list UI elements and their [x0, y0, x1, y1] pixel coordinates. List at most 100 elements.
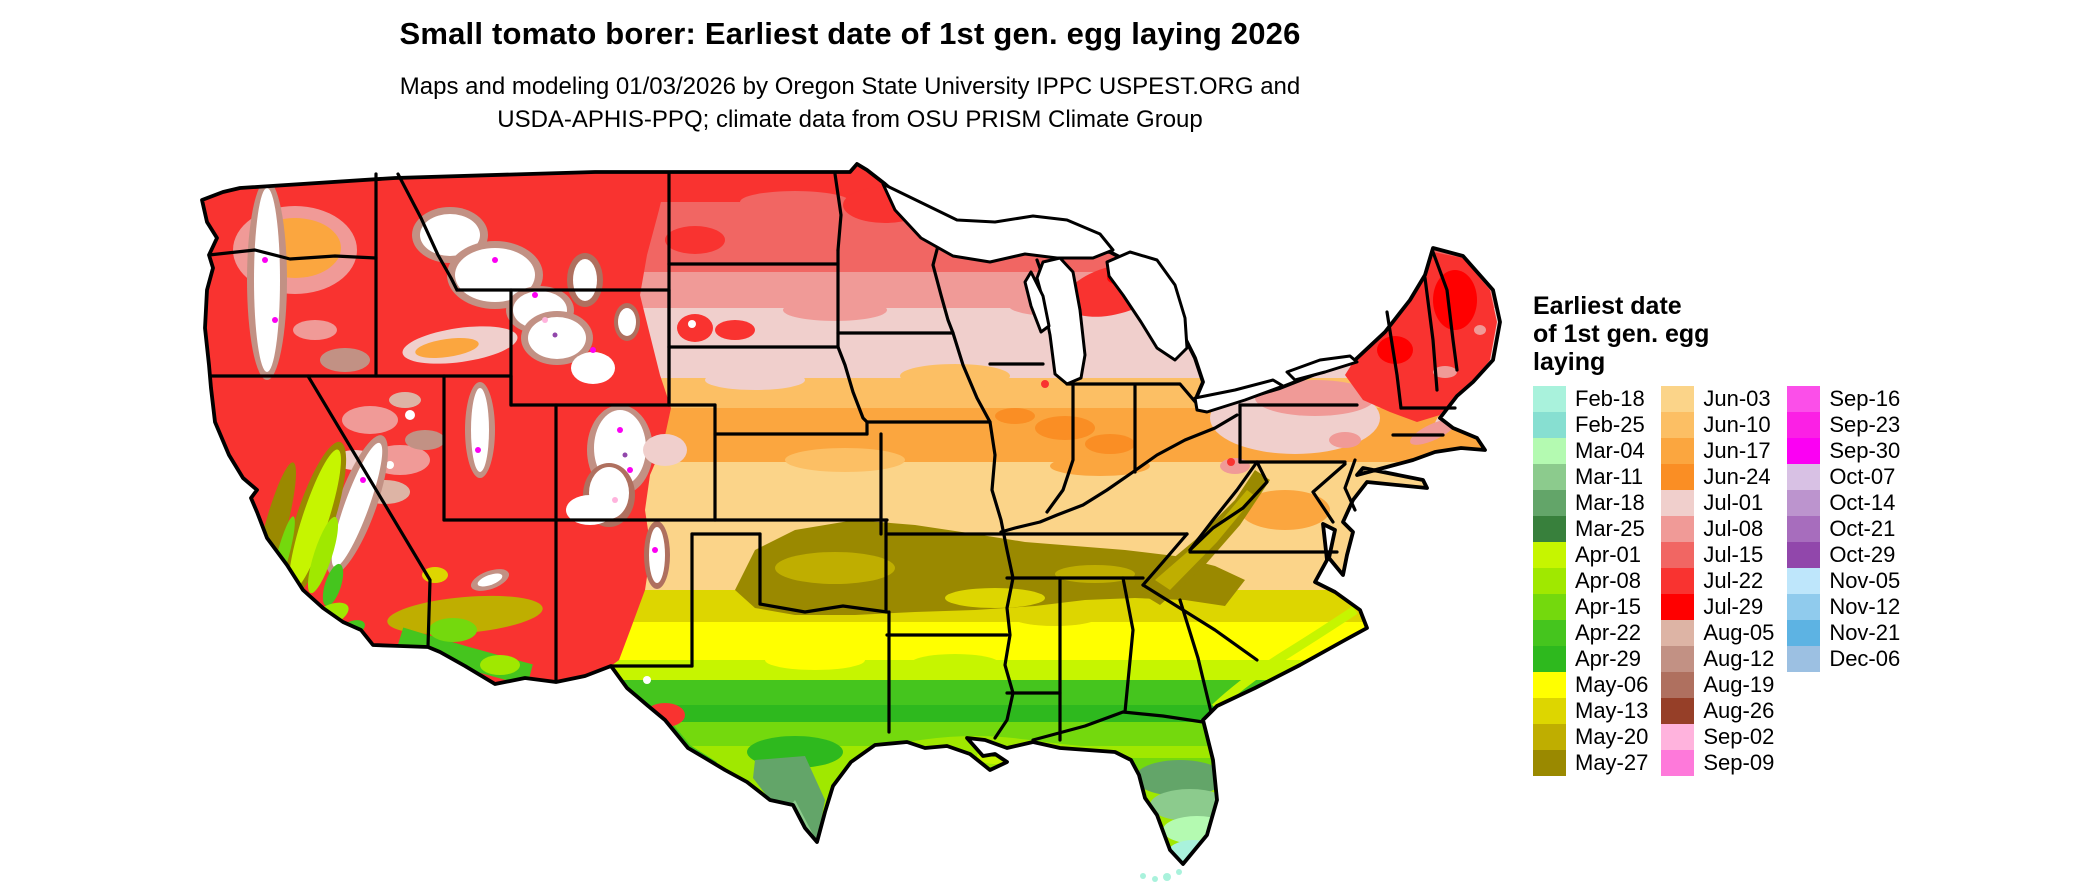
legend-entry: Mar-04 [1533, 438, 1648, 464]
legend-entry-label: Nov-21 [1829, 620, 1901, 645]
legend-entry: Apr-29 [1533, 646, 1648, 672]
legend-swatch [1787, 412, 1821, 438]
legend-entry-label: Sep-02 [1703, 724, 1775, 749]
legend-swatch [1533, 568, 1566, 594]
legend-entry: Oct-21 [1787, 516, 1900, 542]
legend-swatch [1533, 464, 1566, 490]
raster-layer [202, 164, 1500, 864]
legend-entry: Nov-05 [1787, 568, 1900, 594]
legend-entry: Jun-10 [1661, 412, 1774, 438]
legend-entry: Feb-25 [1533, 412, 1648, 438]
legend-entry: Nov-12 [1787, 594, 1900, 620]
legend-swatch [1661, 516, 1695, 542]
legend-entry: Jul-15 [1661, 542, 1774, 568]
legend-swatch [1533, 750, 1566, 776]
legend-swatch [1787, 516, 1821, 542]
legend-entry: Aug-12 [1661, 646, 1774, 672]
legend-entry: Sep-09 [1661, 750, 1774, 776]
legend-swatch [1787, 646, 1821, 672]
legend-entry-label: Apr-29 [1575, 646, 1642, 671]
legend-entry-label: May-20 [1575, 724, 1649, 749]
legend-entry: Aug-05 [1661, 620, 1774, 646]
legend-column-1: Feb-18 Feb-25 Mar-04 Mar-11 Mar-18 Mar-25 Apr-… [1533, 386, 1648, 776]
legend-entry-label: Feb-18 [1575, 386, 1645, 411]
legend-swatch [1533, 438, 1566, 464]
legend-entry-label: Jul-08 [1703, 516, 1764, 541]
legend-entry-label: Apr-08 [1575, 568, 1642, 593]
legend-entry: Sep-23 [1787, 412, 1900, 438]
legend-swatch [1533, 672, 1566, 698]
legend-entry: Apr-08 [1533, 568, 1648, 594]
legend-entry-label: Sep-16 [1829, 386, 1901, 411]
legend-column-3: Sep-16 Sep-23 Sep-30 Oct-07 Oct-14 Oct-21 Oct-… [1787, 386, 1900, 672]
legend-swatch [1661, 698, 1695, 724]
legend-entry-label: Oct-29 [1829, 542, 1896, 567]
legend-swatch [1533, 698, 1566, 724]
legend-swatch [1661, 438, 1695, 464]
legend-swatch [1661, 620, 1695, 646]
legend-swatch [1661, 646, 1695, 672]
legend-swatch [1661, 490, 1695, 516]
legend-swatch [1661, 542, 1695, 568]
legend-entry-label: Apr-22 [1575, 620, 1642, 645]
legend-entry-label: Sep-23 [1829, 412, 1901, 437]
legend-entry: Aug-19 [1661, 672, 1774, 698]
legend-entry: Mar-18 [1533, 490, 1648, 516]
legend-swatch [1533, 490, 1566, 516]
legend-entry: Mar-25 [1533, 516, 1648, 542]
legend-entry-label: Mar-04 [1575, 438, 1645, 463]
legend-entry: May-13 [1533, 698, 1648, 724]
legend-entry-label: May-13 [1575, 698, 1649, 723]
legend-entry: Sep-02 [1661, 724, 1774, 750]
state-borders [207, 172, 1459, 742]
legend-swatch [1661, 568, 1695, 594]
legend-entry-label: Aug-26 [1703, 698, 1775, 723]
legend-swatch [1533, 646, 1566, 672]
lake-huron [1105, 250, 1189, 362]
legend-entry-label: Mar-11 [1575, 464, 1644, 489]
legend-entry-label: Jul-01 [1703, 490, 1764, 515]
legend-entry: May-06 [1533, 672, 1648, 698]
legend-entry: Jul-08 [1661, 516, 1774, 542]
legend-entry: May-20 [1533, 724, 1648, 750]
legend-entry-label: May-27 [1575, 750, 1649, 775]
legend-entry: Jun-24 [1661, 464, 1774, 490]
legend-swatch [1533, 542, 1566, 568]
legend-entry: Apr-01 [1533, 542, 1648, 568]
us-map [195, 160, 1505, 885]
legend-swatch [1661, 464, 1695, 490]
legend-entry-label: Apr-15 [1575, 594, 1642, 619]
florida-keys [1140, 869, 1182, 882]
legend-entry-label: Feb-25 [1575, 412, 1645, 437]
legend-entry: Feb-18 [1533, 386, 1648, 412]
legend-entry-label: Nov-05 [1829, 568, 1901, 593]
map-title: Small tomato borer: Earliest date of 1st… [399, 16, 1301, 51]
us-map-canvas [200, 162, 1502, 882]
legend-entry-label: Mar-18 [1575, 490, 1645, 515]
legend-entry-label: May-06 [1575, 672, 1649, 697]
legend-swatch [1787, 568, 1821, 594]
subtitle-line1: Maps and modeling 01/03/2026 by Oregon S… [399, 73, 1301, 100]
legend-swatch [1787, 594, 1821, 620]
legend-entry: Sep-30 [1787, 438, 1900, 464]
legend-title: Earliest date of 1st gen. egg laying [1533, 292, 1710, 376]
legend-entry-label: Aug-05 [1703, 620, 1775, 645]
legend-entry-label: Jul-15 [1703, 542, 1764, 567]
legend-entry: Jul-22 [1661, 568, 1774, 594]
legend-swatch [1533, 516, 1566, 542]
legend-swatch [1787, 620, 1821, 646]
legend-entry: Jun-17 [1661, 438, 1774, 464]
legend-entry: Sep-16 [1787, 386, 1900, 412]
lake-erie [1193, 378, 1285, 414]
legend-entry-label: Jun-17 [1703, 438, 1771, 463]
legend-swatch [1533, 620, 1566, 646]
legend-entry: Nov-21 [1787, 620, 1900, 646]
legend-swatch [1661, 594, 1695, 620]
lake-ontario [1285, 354, 1359, 382]
legend-swatch [1533, 594, 1566, 620]
legend-entry: Jun-03 [1661, 386, 1774, 412]
legend-entry-label: Jul-22 [1703, 568, 1764, 593]
legend-column-2: Jun-03 Jun-10 Jun-17 Jun-24 Jul-01 Jul-08 Jul-… [1661, 386, 1774, 776]
legend-swatch [1661, 750, 1695, 776]
legend-entry-label: Jun-24 [1703, 464, 1771, 489]
